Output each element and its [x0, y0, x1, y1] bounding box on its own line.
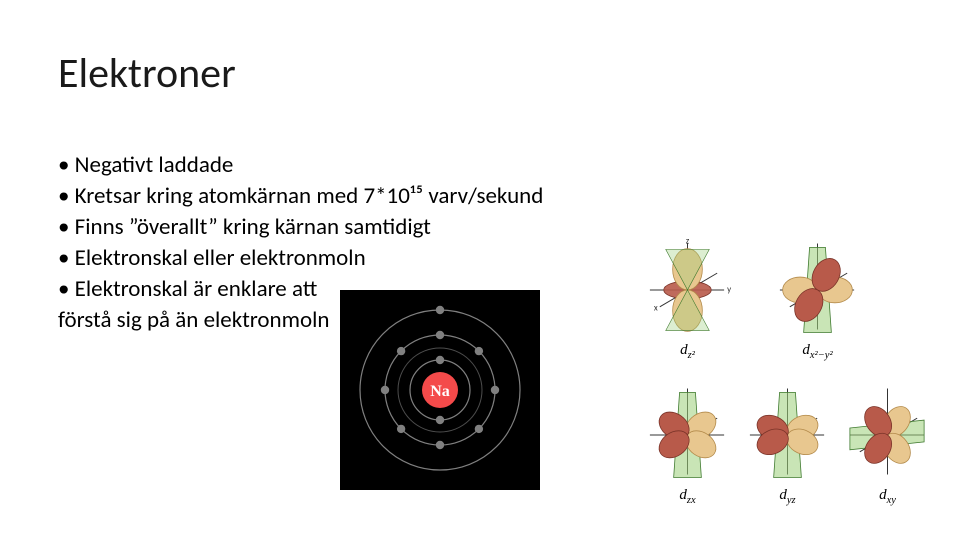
orbital-dx2y2: dx²−y² [770, 235, 865, 355]
svg-text:x: x [654, 304, 658, 314]
bullet-item: • Kretsar kring atomkärnan med 7*10¹⁵ va… [58, 181, 543, 212]
orbital-label: dxy [840, 487, 935, 506]
bullet-item: • Finns ”överallt” kring kärnan samtidig… [58, 212, 543, 243]
bullet-item: • Negativt laddade [58, 150, 543, 181]
svg-text:y: y [727, 285, 731, 295]
orbital-label: dyz [740, 487, 835, 506]
d-orbitals-figure: z y x dz² dx²−y² dzxdyzdxy [640, 235, 940, 505]
orbital-dyz: dyz [740, 380, 835, 500]
orbital-label: dz² [640, 342, 735, 361]
slide-title: Elektroner [58, 48, 236, 99]
orbital-dxz: dzx [640, 380, 735, 500]
bullet-item: • Elektronskal eller elektronmoln [58, 243, 543, 274]
orbital-label: dzx [640, 487, 735, 506]
orbital-dxy: dxy [840, 380, 935, 500]
svg-text:Na: Na [430, 383, 450, 400]
bohr-model-diagram: Na [340, 290, 540, 490]
orbital-dz2: zyxdz² [640, 235, 735, 355]
orbital-label: dx²−y² [770, 342, 865, 361]
svg-text:z: z [686, 236, 690, 246]
